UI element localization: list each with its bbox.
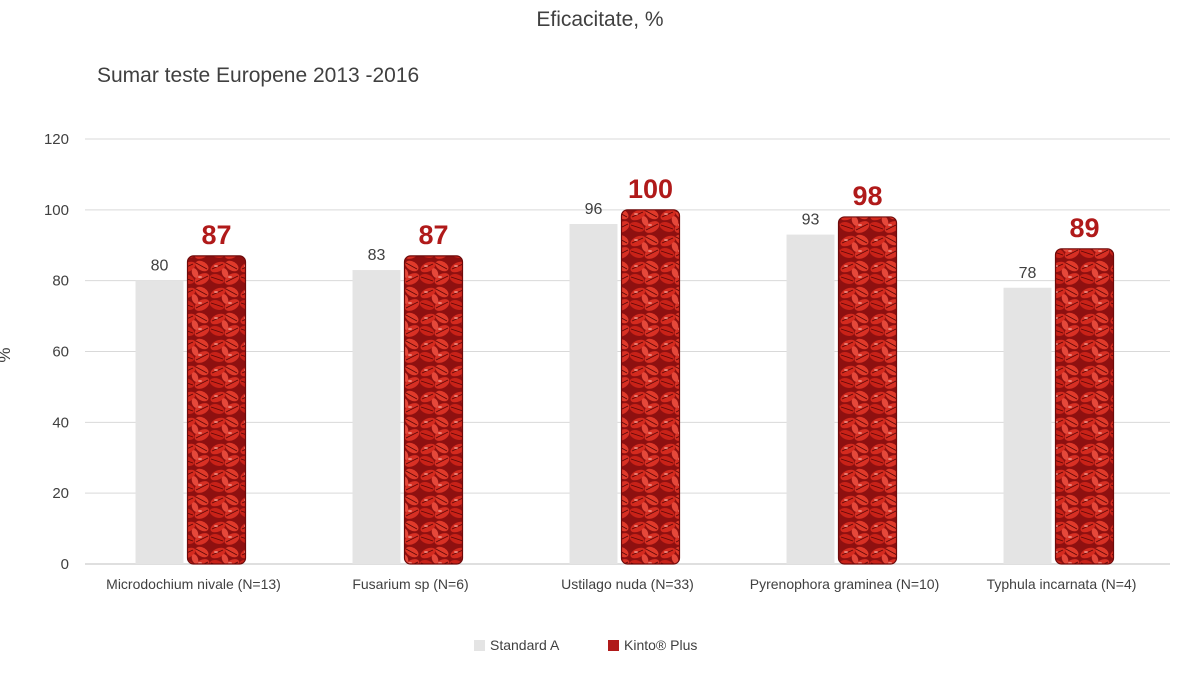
data-label-standard-a: 83	[368, 247, 386, 264]
bar-kinto-plus	[187, 255, 246, 564]
bar-kinto-plus	[1055, 248, 1114, 564]
data-label-standard-a: 78	[1019, 265, 1037, 282]
data-label-standard-a: 93	[802, 212, 820, 229]
bar-standard-a	[786, 234, 835, 564]
x-axis-categories: Microdochium nivale (N=13) Fusarium sp (N…	[106, 576, 1136, 592]
chart-subtitle: Sumar teste Europene 2013 -2016	[97, 64, 420, 87]
bar-kinto-plus-outline	[837, 216, 898, 565]
y-axis-label: %	[0, 347, 14, 362]
x-category-label: Fusarium sp (N=6)	[352, 576, 468, 592]
bars	[135, 209, 1115, 565]
y-tick-label: 0	[61, 556, 69, 573]
bar-kinto-plus	[621, 209, 680, 565]
x-category-label: Typhula incarnata (N=4)	[987, 576, 1137, 592]
x-category-label: Pyrenophora graminea (N=10)	[750, 576, 940, 592]
data-label-standard-a: 80	[151, 258, 169, 275]
bar-kinto-plus	[404, 255, 463, 564]
legend-swatch	[474, 640, 485, 651]
data-labels: 80 87 83 87 96 100 93 98 78 89	[151, 174, 1100, 282]
data-label-kinto-plus: 100	[628, 174, 673, 204]
bar-kinto-plus-outline	[186, 255, 247, 565]
legend-swatch	[608, 640, 619, 651]
data-label-kinto-plus: 98	[852, 181, 882, 211]
y-axis-ticks: 0 20 40 60 80 100 120	[44, 131, 69, 573]
y-tick-label: 80	[52, 273, 69, 290]
legend-label: Kinto® Plus	[624, 637, 697, 653]
bar-standard-a	[1003, 287, 1052, 564]
data-label-kinto-plus: 87	[418, 220, 448, 250]
legend: Standard A Kinto® Plus	[474, 637, 697, 653]
y-tick-label: 120	[44, 131, 69, 148]
data-label-kinto-plus: 87	[201, 220, 231, 250]
data-label-standard-a: 96	[585, 201, 603, 218]
bar-standard-a	[352, 270, 401, 564]
bar-standard-a	[135, 280, 184, 564]
y-tick-label: 60	[52, 344, 69, 361]
y-tick-label: 20	[52, 485, 69, 502]
chart-title: Eficacitate, %	[536, 8, 664, 31]
bar-kinto-plus-outline	[403, 255, 464, 565]
y-tick-label: 40	[52, 414, 69, 431]
bar-kinto-plus-outline	[620, 209, 681, 565]
x-category-label: Microdochium nivale (N=13)	[106, 576, 281, 592]
y-tick-label: 100	[44, 202, 69, 219]
legend-label: Standard A	[490, 637, 560, 653]
data-label-kinto-plus: 89	[1069, 213, 1099, 243]
bar-standard-a	[569, 224, 618, 564]
x-category-label: Ustilago nuda (N=33)	[561, 576, 694, 592]
bar-kinto-plus	[838, 216, 897, 564]
bar-kinto-plus-outline	[1054, 248, 1115, 565]
